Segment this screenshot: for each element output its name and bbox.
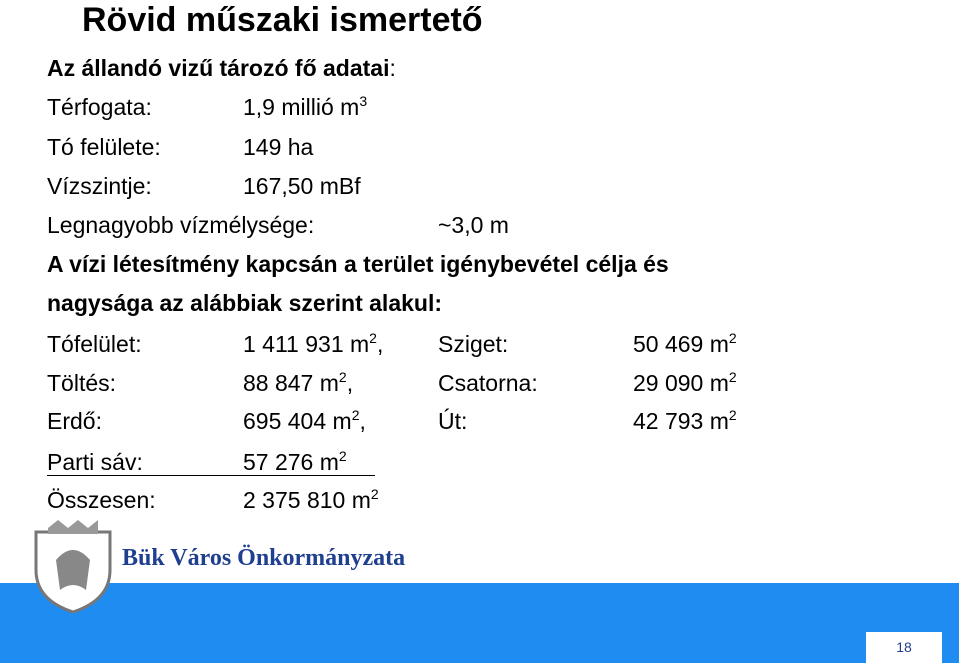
exponent: 2 (728, 330, 737, 346)
heading: A vízi létesítmény kapcsán a terület igé… (47, 251, 669, 277)
label: Összesen: (47, 487, 156, 513)
value-text: 1,9 millió m (243, 94, 360, 120)
value: 57 276 m2 (243, 448, 347, 476)
logo (34, 520, 112, 614)
value: 29 090 m2 (633, 369, 737, 397)
emblem (56, 550, 90, 590)
value-text: 42 793 m (633, 408, 729, 434)
value-text: 695 404 m (243, 408, 352, 434)
value-text: 2 375 810 m (243, 487, 371, 513)
label: Vízszintje: (47, 173, 152, 199)
label: Térfogata: (47, 94, 152, 120)
exponent: 3 (359, 93, 368, 109)
label: Csatorna: (438, 370, 538, 396)
value: 1,9 millió m3 (243, 93, 367, 121)
footer-band (0, 583, 959, 663)
organization: Bük Város Önkormányzata (122, 545, 406, 571)
heading: Az állandó vizű tározó fő adatai: (47, 54, 396, 82)
page-number: 18 (896, 639, 912, 655)
value: 50 469 m2 (633, 330, 737, 358)
separator: , (376, 331, 384, 357)
value-text: 57 276 m (243, 449, 339, 475)
label: Töltés: (47, 370, 117, 396)
value: 88 847 m2, (243, 369, 353, 397)
value: 1 411 931 m2, (243, 330, 383, 358)
separator: , (346, 370, 354, 396)
value: 149 ha (243, 134, 314, 160)
label: Parti sáv: (47, 449, 143, 475)
exponent: 2 (728, 369, 737, 385)
exponent: 2 (370, 486, 379, 502)
label: Tó felülete: (47, 134, 161, 160)
value: 695 404 m2, (243, 407, 366, 435)
page-number-box (866, 632, 942, 663)
value: ~3,0 m (438, 212, 509, 238)
exponent: 2 (369, 330, 377, 346)
value-text: 88 847 m (243, 370, 339, 396)
crown (48, 520, 98, 534)
exponent: 2 (351, 407, 360, 423)
heading-text: Az állandó vizű tározó fő adatai (47, 55, 390, 81)
sum-line (47, 475, 375, 476)
value-text: 50 469 m (633, 331, 729, 357)
heading-colon: : (389, 55, 396, 81)
slide-title: Rövid műszaki ismertető (82, 1, 483, 39)
label: Tófelület: (47, 331, 142, 357)
label: Erdő: (47, 408, 102, 434)
exponent: 2 (338, 369, 347, 385)
value: 167,50 mBf (243, 173, 361, 199)
label: Út: (438, 408, 468, 434)
label: Legnagyobb vízmélysége: (47, 212, 315, 238)
separator: , (359, 408, 366, 434)
value: 42 793 m2 (633, 407, 737, 435)
heading: nagysága az alábbiak szerint alakul: (47, 290, 442, 316)
label: Sziget: (438, 331, 509, 357)
value-text: 1 411 931 m (243, 331, 370, 357)
value: 2 375 810 m2 (243, 486, 379, 514)
exponent: 2 (728, 407, 737, 423)
value-text: 29 090 m (633, 370, 729, 396)
exponent: 2 (338, 448, 347, 464)
